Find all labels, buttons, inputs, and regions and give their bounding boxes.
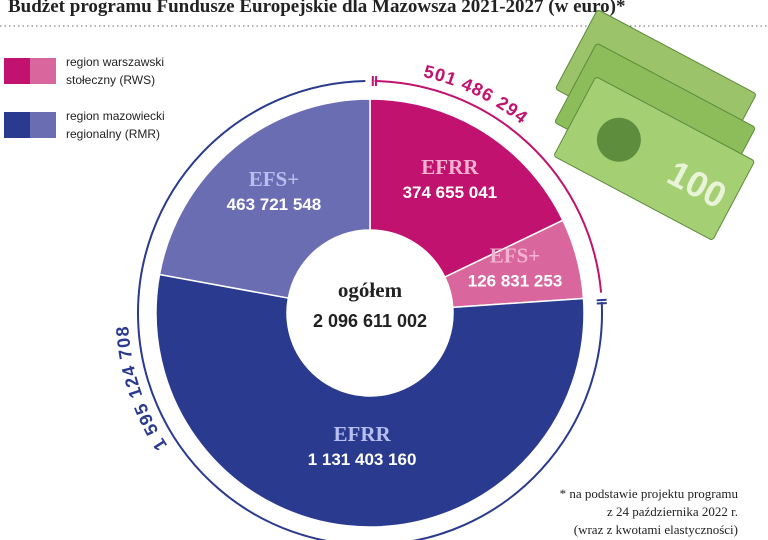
legend-swatch bbox=[4, 112, 30, 138]
slice-value: 374 655 041 bbox=[403, 183, 498, 202]
slice-value: 126 831 253 bbox=[468, 272, 563, 291]
pie: ogółem 2 096 611 002 EFRR 374 655 041 EFS+ 12… bbox=[112, 61, 607, 540]
legend-label-box: region mazowiecki regionalny (RMR) bbox=[66, 109, 165, 141]
legend-swatch bbox=[4, 58, 30, 84]
legend-label-box: region warszawski stołeczny (RWS) bbox=[66, 55, 165, 87]
legend-swatch bbox=[30, 112, 56, 138]
group-arc bbox=[137, 80, 603, 540]
money-illustration: 100 bbox=[554, 10, 756, 240]
legend-label: region warszawski stołeczny (RWS) bbox=[66, 55, 165, 87]
chart-title: Budżet programu Fundusze Europejskie dla… bbox=[8, 0, 626, 17]
footnote: z 24 października 2022 r. bbox=[607, 504, 738, 519]
legend-label: region mazowiecki regionalny (RMR) bbox=[66, 109, 165, 141]
group-arc bbox=[374, 80, 603, 293]
slice-category: EFRR bbox=[421, 155, 479, 179]
slice-value: 463 721 548 bbox=[227, 195, 322, 214]
legend-swatch bbox=[30, 58, 56, 84]
slice-category: EFS+ bbox=[490, 244, 540, 268]
center-total: 2 096 611 002 bbox=[313, 311, 427, 331]
footnote: (wraz z kwotami elastyczności) bbox=[574, 522, 738, 537]
legend: region warszawski stołeczny (RWS) region … bbox=[4, 55, 165, 141]
slice-value: 1 131 403 160 bbox=[308, 450, 417, 469]
slice-category: EFS+ bbox=[249, 167, 299, 191]
footnote: * na podstawie projektu programu bbox=[560, 486, 739, 501]
group-divider bbox=[596, 298, 607, 302]
center-hole bbox=[287, 230, 453, 396]
center-label: ogółem bbox=[338, 278, 403, 302]
slice-category: EFRR bbox=[333, 422, 391, 446]
